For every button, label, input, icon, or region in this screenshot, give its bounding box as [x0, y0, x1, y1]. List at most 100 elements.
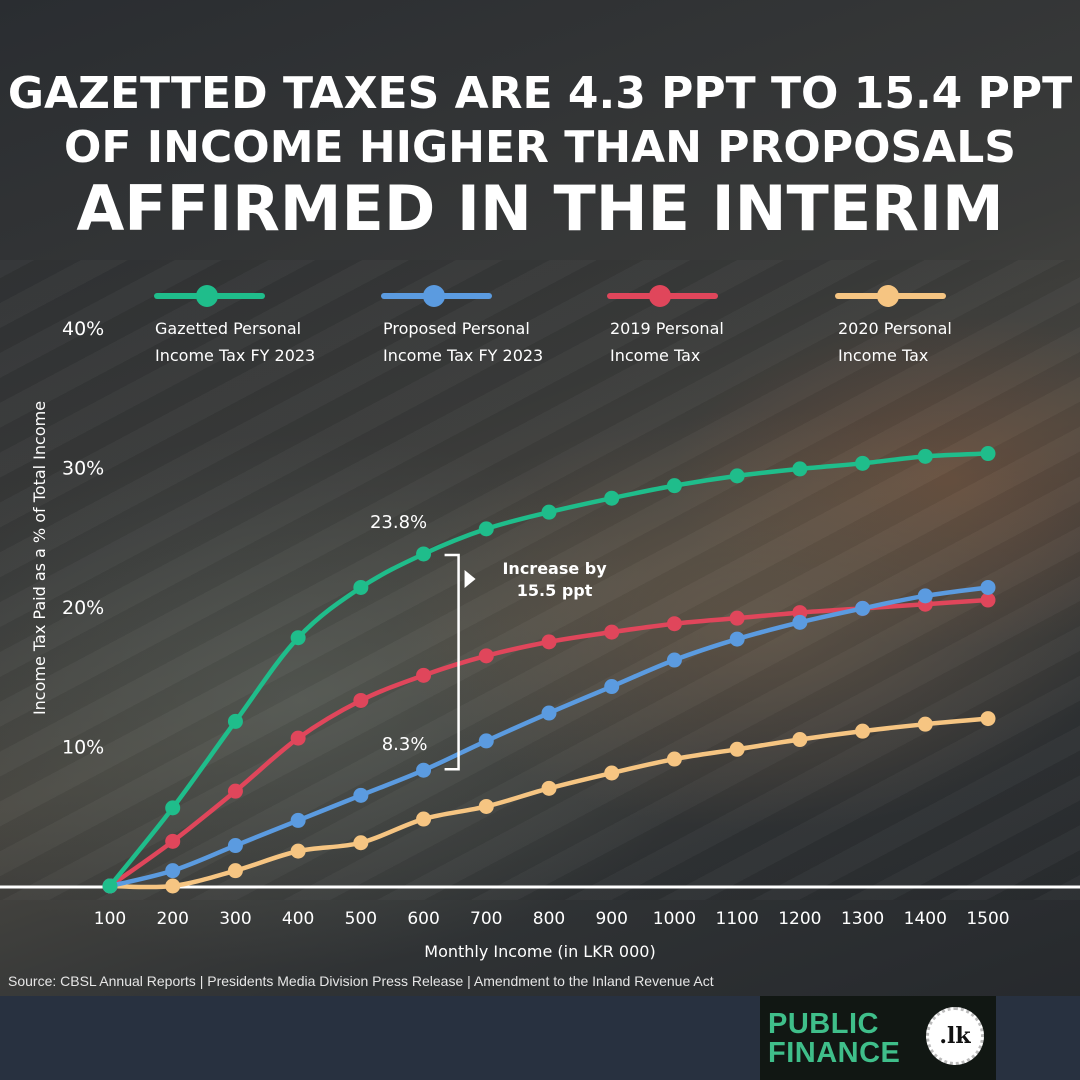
y-axis-title: Income Tax Paid as a % of Total Income	[30, 401, 49, 715]
data-point	[666, 478, 682, 494]
annotation-increase-line-1: Increase by	[502, 559, 607, 578]
data-point	[980, 592, 996, 608]
data-point	[227, 863, 243, 879]
data-point	[416, 667, 432, 683]
legend-swatch-marker	[196, 285, 218, 307]
data-point	[917, 588, 933, 604]
title-line-2: OF INCOME HIGHER THAN PROPOSALS	[64, 122, 1016, 173]
x-tick-label: 1000	[653, 909, 696, 929]
series-line	[109, 716, 989, 890]
x-tick-label: 600	[407, 909, 439, 929]
data-point	[792, 461, 808, 477]
data-point	[165, 833, 181, 849]
legend-swatch-marker	[423, 285, 445, 307]
y-tick-label: 30%	[62, 458, 104, 480]
x-tick-label: 100	[94, 909, 126, 929]
data-point	[165, 863, 181, 879]
data-point	[855, 455, 871, 471]
data-point	[980, 446, 996, 462]
data-point	[478, 648, 494, 664]
data-point	[353, 835, 369, 851]
title-line-1: GAZETTED TAXES ARE 4.3 PPT TO 15.4 PPT	[7, 68, 1073, 119]
legend-label-gazetted: Gazetted Personal Income Tax FY 2023	[155, 319, 316, 365]
data-point	[478, 521, 494, 537]
x-tick-label: 1300	[841, 909, 884, 929]
legend-swatch-marker	[877, 285, 899, 307]
increase-bracket	[444, 553, 460, 771]
data-point	[353, 787, 369, 803]
data-point	[666, 652, 682, 668]
data-point	[290, 812, 306, 828]
x-tick-label: 900	[595, 909, 627, 929]
data-point	[729, 468, 745, 484]
background-texture	[0, 260, 1080, 900]
data-point	[666, 751, 682, 767]
data-point	[604, 679, 620, 695]
logo-line-2: FINANCE	[768, 1037, 901, 1069]
legend-label-2020: 2020 Personal Income Tax	[838, 319, 952, 365]
data-point	[353, 692, 369, 708]
data-point	[855, 723, 871, 739]
logo-seal-text: .lk	[939, 1023, 971, 1049]
data-point	[604, 490, 620, 506]
x-tick-label: 700	[470, 909, 502, 929]
legend-swatch-marker	[649, 285, 671, 307]
series-3	[102, 711, 996, 894]
increase-arrow-icon	[464, 569, 476, 588]
x-tick-label: 1100	[716, 909, 759, 929]
y-tick-label: 40%	[62, 318, 104, 340]
data-point	[917, 448, 933, 464]
x-tick-label: 800	[533, 909, 565, 929]
logo-line-1: PUBLIC	[768, 1008, 879, 1040]
series-0	[102, 446, 996, 894]
data-point	[227, 783, 243, 799]
data-point	[792, 614, 808, 630]
legend-label-2019: 2019 Personal Income Tax	[610, 319, 724, 365]
logo-seal-icon: .lk	[926, 1007, 984, 1065]
x-tick-label: 1400	[904, 909, 947, 929]
data-point	[604, 765, 620, 781]
data-point	[855, 600, 871, 616]
y-tick-label: 10%	[62, 737, 104, 759]
data-point	[165, 800, 181, 816]
data-point	[165, 878, 181, 894]
x-tick-label: 300	[219, 909, 251, 929]
data-point	[102, 878, 118, 894]
data-point	[980, 711, 996, 727]
source-note: Source: CBSL Annual Reports | Presidents…	[8, 973, 714, 989]
x-tick-label: 500	[345, 909, 377, 929]
data-point	[416, 811, 432, 827]
data-point	[416, 762, 432, 778]
data-point	[541, 780, 557, 796]
public-finance-logo: PUBLIC FINANCE .lk	[760, 996, 996, 1080]
data-point	[980, 579, 996, 595]
annotation-proposed-value: 8.3%	[382, 734, 428, 755]
data-point	[227, 838, 243, 854]
data-point	[227, 713, 243, 729]
title-line-3: AFFIRMED IN THE INTERIM	[76, 172, 1004, 245]
data-point	[729, 631, 745, 647]
data-point	[290, 630, 306, 646]
data-point	[792, 732, 808, 748]
data-point	[666, 616, 682, 632]
series-line	[108, 597, 989, 888]
x-tick-label: 400	[282, 909, 314, 929]
x-tick-label: 200	[156, 909, 188, 929]
x-tick-label: 1200	[778, 909, 821, 929]
data-point	[541, 705, 557, 721]
y-tick-label: 20%	[62, 597, 104, 619]
data-point	[604, 624, 620, 640]
annotation-gazetted-value: 23.8%	[370, 512, 427, 533]
data-point	[729, 610, 745, 626]
legend-label-proposed: Proposed Personal Income Tax FY 2023	[383, 319, 544, 365]
data-point	[290, 843, 306, 859]
x-tick-label: 1500	[966, 909, 1009, 929]
data-point	[290, 730, 306, 746]
data-point	[541, 504, 557, 520]
data-point	[917, 716, 933, 732]
data-point	[353, 579, 369, 595]
series-line	[109, 585, 989, 889]
data-point	[416, 546, 432, 562]
